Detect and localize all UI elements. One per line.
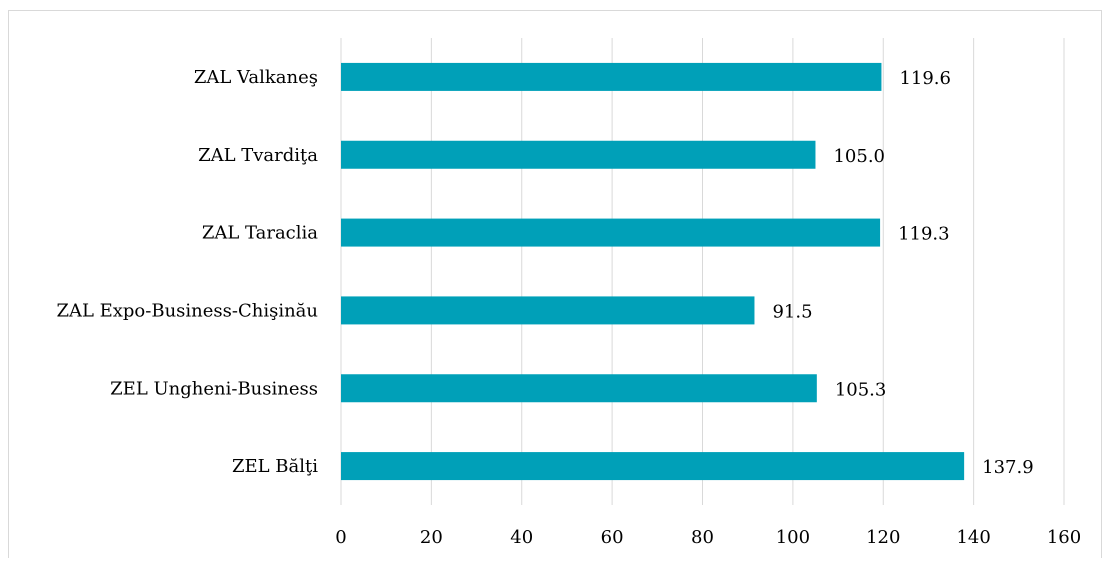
bar — [341, 62, 882, 91]
bar — [341, 296, 755, 325]
value-label: 137.9 — [982, 457, 1034, 478]
x-tick-label: 140 — [956, 527, 990, 548]
x-tick-label: 120 — [866, 527, 900, 548]
x-axis-ticks: 0 20 40 60 80 100 120 140 160 — [335, 527, 1081, 548]
bar — [341, 140, 816, 169]
bars — [341, 62, 965, 481]
x-tick-label: 0 — [335, 527, 346, 548]
gridlines — [340, 38, 1065, 505]
value-label: 91.5 — [772, 301, 812, 322]
category-label: ZAL Expo-Business-Chişinău — [56, 300, 318, 321]
x-tick-label: 80 — [691, 527, 714, 548]
x-tick-label: 20 — [420, 527, 443, 548]
category-label: ZAL Valkaneş — [194, 67, 318, 88]
category-label: ZEL Bălţi — [232, 456, 318, 477]
chart-frame — [8, 10, 1102, 558]
category-label: ZEL Ungheni-Business — [110, 378, 318, 399]
category-labels: ZAL Valkaneş ZAL Tvardiţa ZAL Taraclia ZAL … — [56, 67, 318, 477]
category-label: ZAL Tvardiţa — [198, 145, 318, 166]
value-label: 105.3 — [835, 379, 887, 400]
x-tick-label: 160 — [1047, 527, 1081, 548]
bar — [341, 452, 965, 481]
value-label: 119.6 — [899, 68, 951, 89]
category-label: ZAL Taraclia — [202, 223, 318, 244]
x-tick-label: 60 — [601, 527, 624, 548]
value-label: 105.0 — [833, 146, 885, 167]
bar — [341, 374, 817, 403]
value-label: 119.3 — [898, 224, 950, 245]
x-tick-label: 40 — [510, 527, 533, 548]
x-tick-label: 100 — [776, 527, 810, 548]
value-labels: 119.6 105.0 119.3 91.5 105.3 137.9 — [772, 68, 1033, 478]
bar — [341, 218, 881, 247]
